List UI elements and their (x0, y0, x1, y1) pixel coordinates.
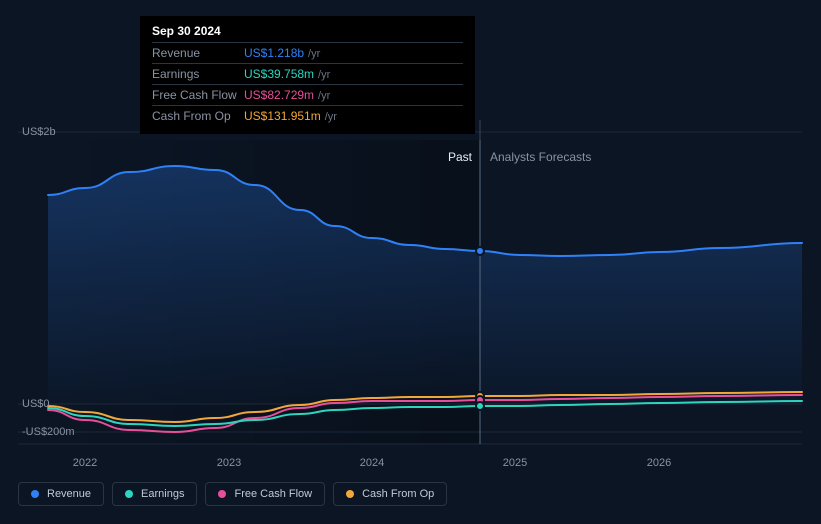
chart-tooltip: Sep 30 2024 Revenue US$1.218b /yr Earnin… (140, 16, 475, 134)
tooltip-label: Cash From Op (152, 109, 244, 123)
legend-label: Revenue (47, 488, 91, 500)
y-tick-0: US$2b (22, 126, 56, 138)
tooltip-date: Sep 30 2024 (152, 24, 463, 42)
x-tick-4: 2026 (647, 457, 671, 469)
tooltip-row-fcf: Free Cash Flow US$82.729m /yr (152, 84, 463, 105)
legend-dot-icon (31, 490, 39, 498)
legend-dot-icon (346, 490, 354, 498)
tooltip-label: Earnings (152, 67, 244, 81)
legend-dot-icon (125, 490, 133, 498)
legend-item-cfo[interactable]: Cash From Op (333, 482, 447, 506)
legend-item-earnings[interactable]: Earnings (112, 482, 197, 506)
past-label: Past (448, 150, 472, 164)
x-tick-3: 2025 (503, 457, 527, 469)
tooltip-unit: /yr (308, 48, 320, 60)
legend-label: Cash From Op (362, 488, 434, 500)
legend-item-fcf[interactable]: Free Cash Flow (205, 482, 325, 506)
y-tick-2: -US$200m (22, 426, 75, 438)
tooltip-value: US$39.758m (244, 67, 314, 81)
tooltip-unit: /yr (318, 69, 330, 81)
x-tick-2: 2024 (360, 457, 384, 469)
tooltip-label: Free Cash Flow (152, 88, 244, 102)
tooltip-row-cfo: Cash From Op US$131.951m /yr (152, 105, 463, 126)
tooltip-row-earnings: Earnings US$39.758m /yr (152, 63, 463, 84)
tooltip-unit: /yr (325, 111, 337, 123)
financials-chart: US$2b US$0 -US$200m Past Analysts Foreca… (0, 0, 821, 524)
chart-legend: Revenue Earnings Free Cash Flow Cash Fro… (18, 482, 447, 506)
x-tick-1: 2023 (217, 457, 241, 469)
legend-label: Earnings (141, 488, 184, 500)
x-tick-0: 2022 (73, 457, 97, 469)
y-tick-1: US$0 (22, 398, 50, 410)
tooltip-row-revenue: Revenue US$1.218b /yr (152, 42, 463, 63)
tooltip-value: US$131.951m (244, 109, 321, 123)
legend-dot-icon (218, 490, 226, 498)
tooltip-value: US$82.729m (244, 88, 314, 102)
tooltip-label: Revenue (152, 46, 244, 60)
legend-label: Free Cash Flow (234, 488, 312, 500)
legend-item-revenue[interactable]: Revenue (18, 482, 104, 506)
tooltip-unit: /yr (318, 90, 330, 102)
tooltip-value: US$1.218b (244, 46, 304, 60)
forecast-label: Analysts Forecasts (490, 150, 591, 164)
